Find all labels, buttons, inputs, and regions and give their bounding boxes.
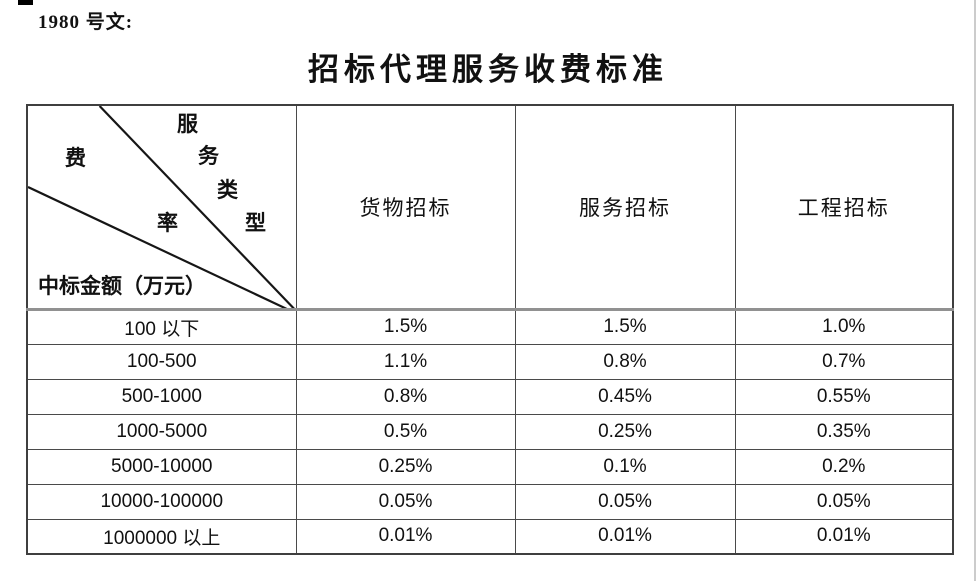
table-row: 10000-100000 0.05% 0.05% 0.05% [26, 483, 954, 520]
row-axis-label: 中标金额（万元） [38, 274, 206, 298]
rate-value: 0.05% [734, 483, 954, 520]
rate-value: 0.7% [734, 343, 954, 380]
corner-type-char: 型 [245, 211, 266, 235]
amount-range-label: 10000-100000 [26, 483, 297, 520]
rate-value: 0.8% [295, 378, 516, 415]
amount-range-label: 500-1000 [26, 378, 297, 415]
amount-range-label: 100-500 [26, 343, 297, 380]
table-row: 5000-10000 0.25% 0.1% 0.2% [26, 448, 954, 485]
rate-value: 0.35% [734, 413, 954, 450]
rate-value: 0.5% [295, 413, 516, 450]
corner-rate-char: 率 [157, 211, 178, 235]
column-header-service: 服务招标 [514, 104, 736, 311]
corner-rate-char: 费 [65, 146, 86, 170]
rate-value: 0.45% [514, 378, 736, 415]
rate-value: 1.5% [514, 308, 736, 345]
doc-number-note: 1980 号文: [38, 12, 134, 33]
rate-value: 0.01% [734, 518, 954, 555]
amount-range-label: 100 以下 [26, 308, 297, 345]
amount-range-label: 5000-10000 [26, 448, 297, 485]
rate-value: 0.8% [514, 343, 736, 380]
table-row: 500-1000 0.8% 0.45% 0.55% [26, 378, 954, 415]
column-header-works: 工程招标 [734, 104, 954, 311]
rate-value: 1.1% [295, 343, 516, 380]
rate-value: 0.25% [295, 448, 516, 485]
table-header-row: 服 务 类 型 费 率 中标金额（万元） 货物招标 服务招标 工程招标 [26, 104, 954, 311]
rate-value: 0.05% [514, 483, 736, 520]
rate-value: 1.5% [295, 308, 516, 345]
rate-value: 0.25% [514, 413, 736, 450]
rate-value: 1.0% [734, 308, 954, 345]
table-row: 100-500 1.1% 0.8% 0.7% [26, 343, 954, 380]
corner-type-char: 服 [177, 112, 198, 136]
rate-value: 0.2% [734, 448, 954, 485]
diagonal-split-lines [28, 106, 293, 306]
page-title: 招标代理服务收费标准 [308, 52, 668, 87]
corner-type-char: 务 [198, 144, 219, 168]
table-row: 100 以下 1.5% 1.5% 1.0% [26, 308, 954, 345]
corner-type-char: 类 [217, 178, 238, 202]
rate-value: 0.01% [514, 518, 736, 555]
rate-value: 0.05% [295, 483, 516, 520]
rate-value: 0.55% [734, 378, 954, 415]
amount-range-label: 1000-5000 [26, 413, 297, 450]
rate-value: 0.01% [295, 518, 516, 555]
rate-value: 0.1% [514, 448, 736, 485]
amount-range-label: 1000000 以上 [26, 518, 297, 555]
table-row: 1000000 以上 0.01% 0.01% 0.01% [26, 518, 954, 555]
page-right-edge-line [974, 0, 976, 581]
column-header-goods: 货物招标 [295, 104, 516, 311]
table-row: 1000-5000 0.5% 0.25% 0.35% [26, 413, 954, 450]
diagonal-corner-cell: 服 务 类 型 费 率 中标金额（万元） [26, 104, 297, 311]
fee-standard-table: 服 务 类 型 费 率 中标金额（万元） 货物招标 服务招标 工程招标 100 … [26, 104, 954, 555]
top-left-mark [18, 0, 33, 5]
